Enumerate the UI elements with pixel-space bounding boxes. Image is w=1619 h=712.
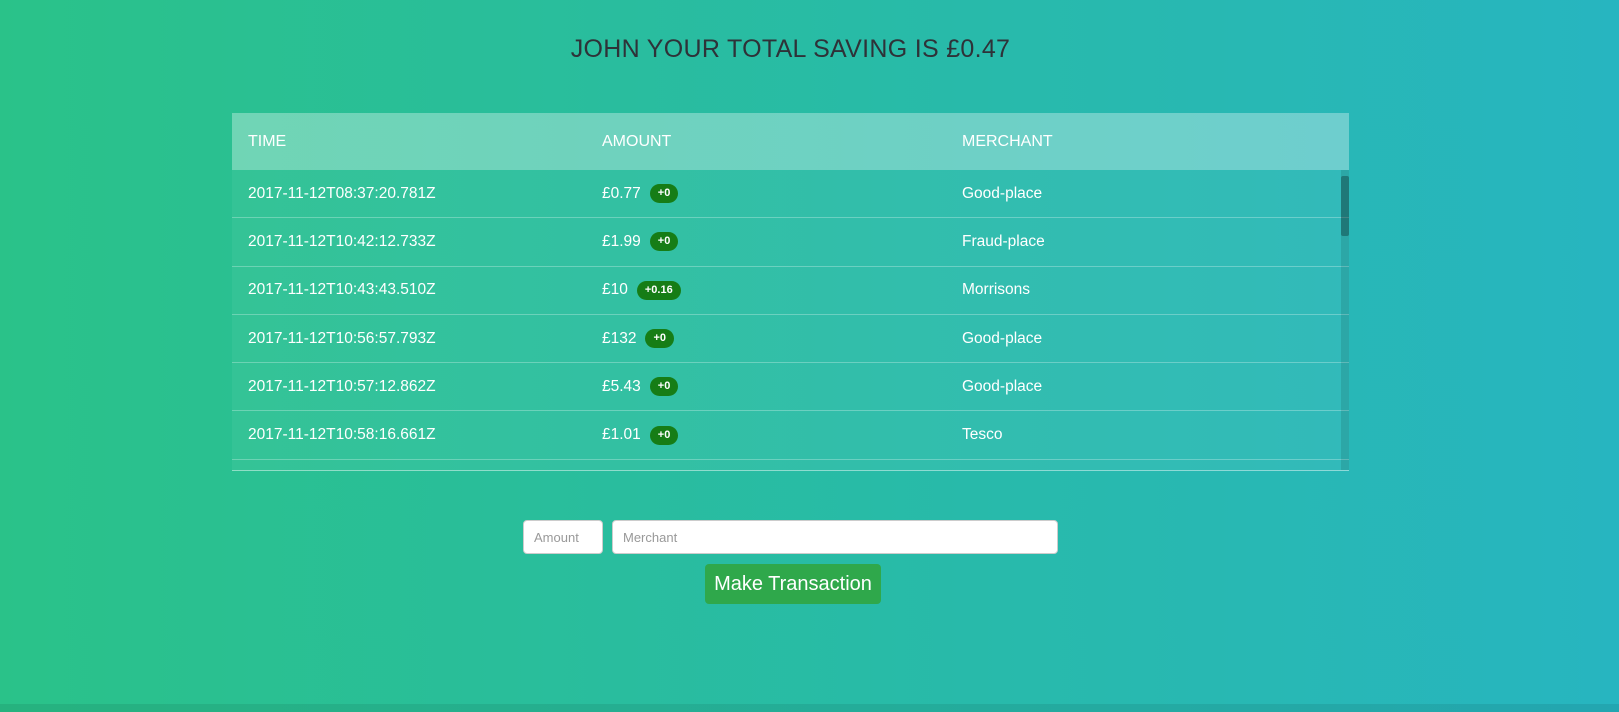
transaction-merchant: Good-place — [962, 184, 1043, 202]
transaction-amount-cell: £5.43 +0 — [602, 377, 962, 397]
transaction-amount-cell: £1.01 +0 — [602, 425, 962, 445]
table-body: 2017-11-12T08:37:20.781Z £0.77 +0 Good-p… — [232, 170, 1349, 471]
transaction-amount: £1.99 — [602, 232, 641, 250]
saving-badge: +0.16 — [636, 280, 681, 300]
transaction-time: 2017-11-12T10:42:12.733Z — [248, 232, 436, 250]
transaction-time: 2017-11-12T08:37:20.781Z — [248, 184, 436, 202]
table-row: 2017-11-12T10:56:57.793Z £132 +0 Good-pl… — [232, 315, 1349, 364]
table-row: 2017-11-12T08:37:20.781Z £0.77 +0 Good-p… — [232, 170, 1349, 219]
transaction-merchant: Good-place — [962, 377, 1043, 395]
page-title: JOHN YOUR TOTAL SAVING IS £0.47 — [570, 35, 1011, 63]
table-scrollbar-thumb[interactable] — [1341, 176, 1349, 236]
transaction-time: 2017-11-12T10:43:43.510Z — [248, 281, 436, 299]
table-row: 2017-11-12T10:57:12.862Z £5.43 +0 Good-p… — [232, 363, 1349, 412]
make-transaction-button[interactable]: Make Transaction — [705, 564, 881, 604]
table-row: 2017-11-12T10:43:43.510Z £10 +0.16 Morri… — [232, 267, 1349, 315]
saving-badge: +0 — [649, 232, 679, 252]
transaction-time: 2017-11-12T10:56:57.793Z — [248, 329, 436, 347]
table-row: 2017-11-12T10:42:12.733Z £1.99 +0 Fraud-… — [232, 218, 1349, 267]
transaction-merchant: Good-place — [962, 329, 1043, 347]
table-row: 2017-11-12T10:58:16.661Z £1.01 +0 Tesco — [232, 411, 1349, 460]
transaction-merchant: Morrisons — [962, 281, 1031, 299]
column-header-time: TIME — [248, 132, 287, 150]
saving-badge: +0 — [649, 425, 679, 445]
saving-badge: +0 — [645, 329, 675, 349]
transaction-amount: £132 — [602, 329, 637, 347]
transaction-amount-cell: £132 +0 — [602, 329, 962, 349]
table-header: TIME AMOUNT MERCHANT — [232, 113, 1349, 170]
column-header-merchant: MERCHANT — [962, 132, 1053, 150]
transaction-amount: £0.77 — [602, 184, 641, 202]
footer-strip — [0, 704, 1619, 712]
transaction-amount-cell: £0.77 +0 — [602, 184, 962, 204]
transaction-form — [232, 520, 1349, 554]
transactions-table: TIME AMOUNT MERCHANT 2017-11-12T08:37:20… — [232, 113, 1349, 471]
transaction-amount-cell: £10 +0.16 — [602, 280, 962, 300]
amount-input[interactable] — [523, 520, 603, 554]
saving-badge: +0 — [649, 377, 679, 397]
transaction-time: 2017-11-12T10:57:12.862Z — [248, 377, 436, 395]
transaction-amount: £1.01 — [602, 426, 641, 444]
saving-badge: +0 — [649, 184, 679, 204]
table-scrollbar-track[interactable] — [1341, 170, 1349, 470]
transaction-time: 2017-11-12T10:58:16.661Z — [248, 426, 436, 444]
column-header-amount: AMOUNT — [602, 132, 672, 150]
transaction-amount: £5.43 — [602, 377, 641, 395]
transaction-merchant: Tesco — [962, 426, 1003, 444]
merchant-input[interactable] — [612, 520, 1058, 554]
transaction-amount-cell: £1.99 +0 — [602, 232, 962, 252]
transaction-merchant: Fraud-place — [962, 232, 1045, 250]
transaction-amount: £10 — [602, 281, 628, 299]
